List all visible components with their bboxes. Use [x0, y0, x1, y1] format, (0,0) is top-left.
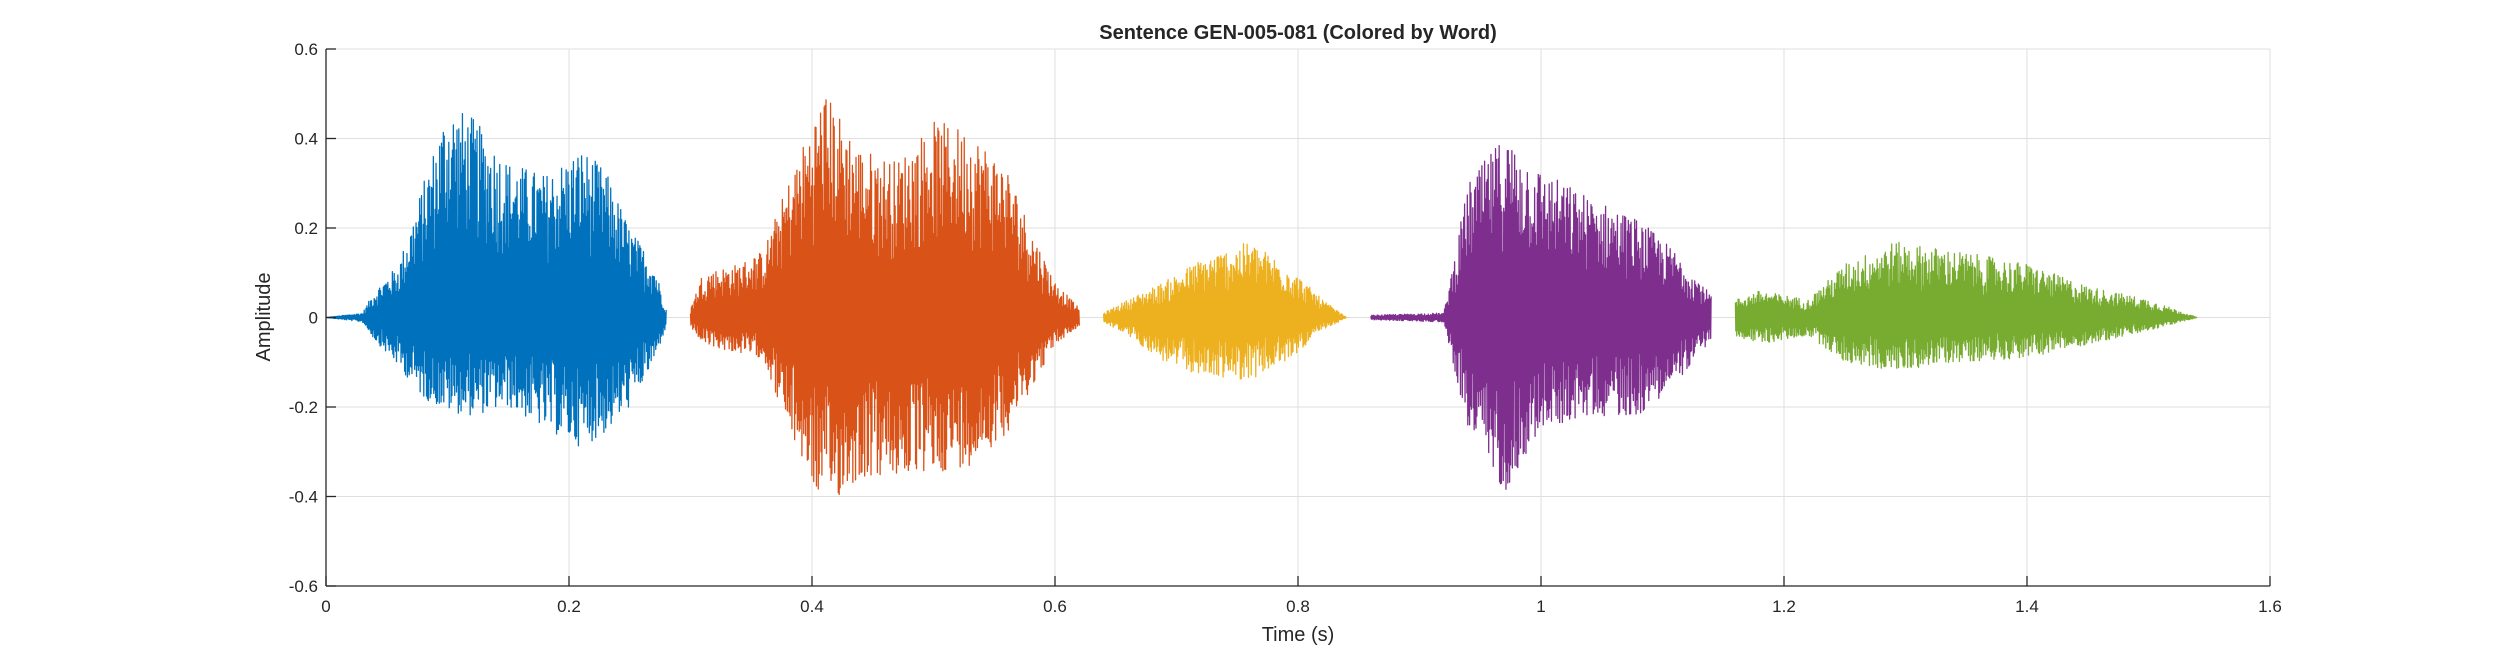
x-tick-label: 1.4: [2015, 597, 2039, 616]
x-tick-label: 0.4: [800, 597, 824, 616]
y-tick-label: 0.6: [294, 40, 318, 59]
x-ticks: 0 0.2 0.4 0.6 0.8 1 1.2 1.4 1.6: [321, 576, 2282, 616]
x-tick-label: 0.2: [557, 597, 581, 616]
x-tick-label: 0: [321, 597, 330, 616]
x-tick-label: 1.2: [1772, 597, 1796, 616]
waveform-word-4: [1370, 144, 1712, 490]
y-axis-label: Amplitude: [253, 273, 275, 362]
y-ticks: 0.6 0.4 0.2 0 -0.2 -0.4 -0.6: [289, 40, 336, 596]
x-tick-label: 0.8: [1286, 597, 1310, 616]
waveform-word-5: [1734, 241, 2198, 369]
waveform-series: [325, 99, 2198, 496]
waveform-word-3: [1102, 243, 1347, 380]
x-axis-label: Time (s): [1262, 624, 1335, 646]
y-tick-label: -0.4: [289, 488, 318, 507]
y-tick-label: -0.2: [289, 398, 318, 417]
x-tick-label: 1.6: [2258, 597, 2282, 616]
x-tick-label: 0.6: [1043, 597, 1067, 616]
y-tick-label: 0: [309, 309, 318, 328]
waveform-word-2: [689, 99, 1080, 496]
chart-title: Sentence GEN-005-081 (Colored by Word): [1099, 22, 1497, 44]
y-tick-label: -0.6: [289, 577, 318, 596]
y-tick-label: 0.4: [294, 130, 318, 149]
y-tick-label: 0.2: [294, 219, 318, 238]
waveform-word-1: [325, 113, 667, 447]
x-tick-label: 1: [1536, 597, 1545, 616]
